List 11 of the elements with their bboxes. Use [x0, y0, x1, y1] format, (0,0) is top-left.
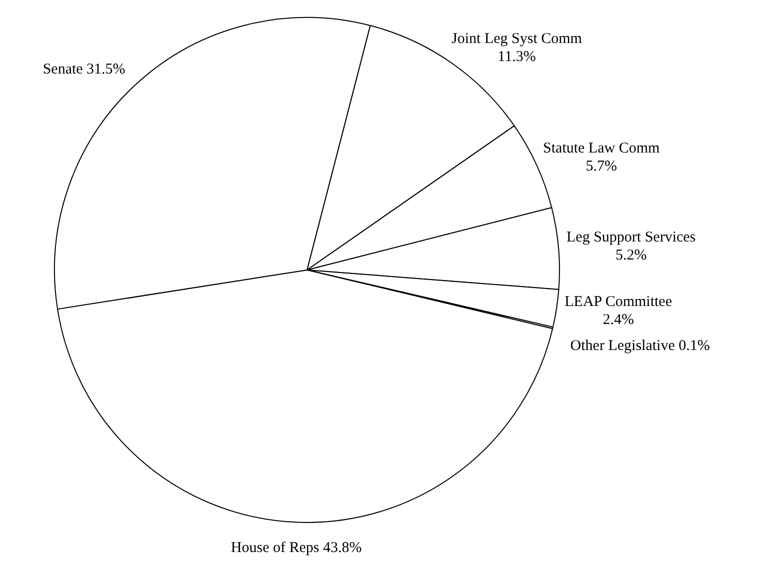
slice-label: LEAP Committee [564, 294, 672, 310]
data-label: 5.2% [615, 248, 647, 264]
data-label: 5.7% [586, 158, 617, 175]
slice-label: Other Legislative 0.1% [570, 338, 710, 354]
slice-label: House of Reps 43.8% [230, 540, 362, 556]
slice-label: Joint Leg Syst Comm [452, 30, 582, 47]
slice-label: Statute Law Comm [543, 140, 660, 157]
data-label: 11.3% [498, 48, 536, 65]
data-label: 2.4% [602, 312, 634, 328]
slice-label: Leg Support Services [566, 230, 696, 246]
slice-label: Senate 31.5% [42, 62, 126, 78]
